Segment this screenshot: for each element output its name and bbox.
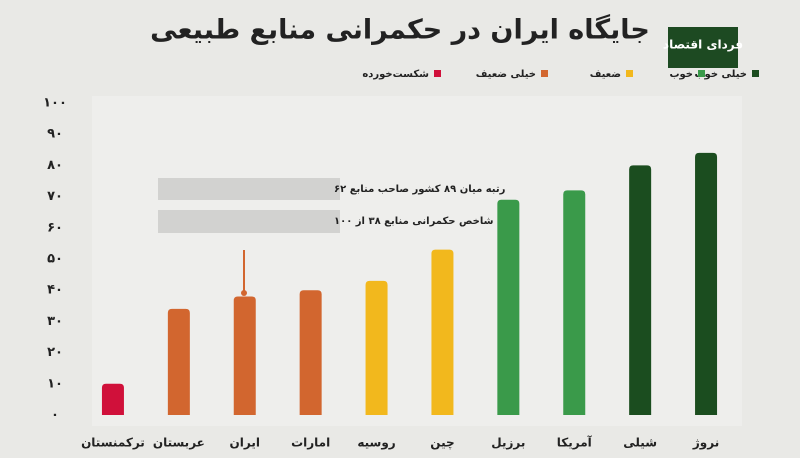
annotation-box	[158, 210, 340, 233]
bar	[629, 165, 652, 415]
bar	[365, 280, 388, 415]
x-tick-label: آمریکا	[557, 435, 593, 450]
legend-label: شکست‌خورده	[362, 69, 429, 80]
bar	[167, 308, 190, 415]
x-tick-label: شیلی	[623, 436, 657, 450]
x-tick-label: ایران	[230, 436, 260, 450]
y-tick-label: ۴۰	[47, 283, 63, 298]
x-tick-label: ترکمنستان	[81, 436, 145, 450]
legend-label: خیلی خوب	[695, 69, 748, 80]
annotation: رتبه میان ۸۹ کشور صاحب منابع ۶۲	[334, 184, 506, 195]
x-tick-label: روسیه	[357, 436, 395, 451]
y-tick-label: ۷۰	[47, 189, 63, 204]
annotation-box	[158, 178, 340, 200]
annotation: شاخص حکمرانی منابع ۳۸ از ۱۰۰	[334, 216, 494, 227]
legend-label: ضعیف	[590, 69, 621, 80]
x-tick-label: نروژ	[692, 436, 719, 451]
bar	[695, 152, 718, 416]
y-tick-label: ۱۰	[47, 376, 63, 391]
bar	[563, 190, 586, 415]
legend-swatch	[698, 70, 705, 77]
legend-swatch	[752, 70, 759, 77]
bar	[497, 199, 520, 415]
y-tick-label: ۹۰	[47, 127, 63, 142]
bar	[233, 296, 256, 415]
legend-swatch	[434, 70, 441, 77]
x-tick-label: امارات	[291, 436, 330, 450]
x-tick-label: چین	[430, 436, 454, 450]
legend-label: خوب	[669, 69, 693, 80]
logo-box	[668, 27, 738, 68]
chart-title: جایگاه ایران در حکمرانی منابع طبیعی	[150, 14, 650, 46]
y-tick-label: ۱۰۰	[43, 96, 67, 111]
legend-label: خیلی ضعیف	[476, 69, 536, 80]
logo: فردای اقتصاد	[663, 38, 743, 52]
y-tick-label: ۳۰	[47, 314, 63, 329]
y-tick-label: ۵۰	[47, 252, 63, 267]
x-tick-label: عربستان	[153, 436, 205, 450]
legend-swatch	[541, 70, 548, 77]
y-tick-label: ۶۰	[47, 220, 63, 235]
bar	[431, 249, 454, 415]
bar	[299, 290, 322, 415]
x-tick-label: برزیل	[491, 436, 525, 450]
y-tick-label: ۸۰	[47, 158, 63, 173]
legend-swatch	[626, 70, 633, 77]
pointer-dot	[241, 290, 247, 296]
bar	[101, 383, 124, 415]
y-tick-label: ۲۰	[47, 345, 63, 360]
y-tick-label: ۰	[51, 408, 59, 423]
